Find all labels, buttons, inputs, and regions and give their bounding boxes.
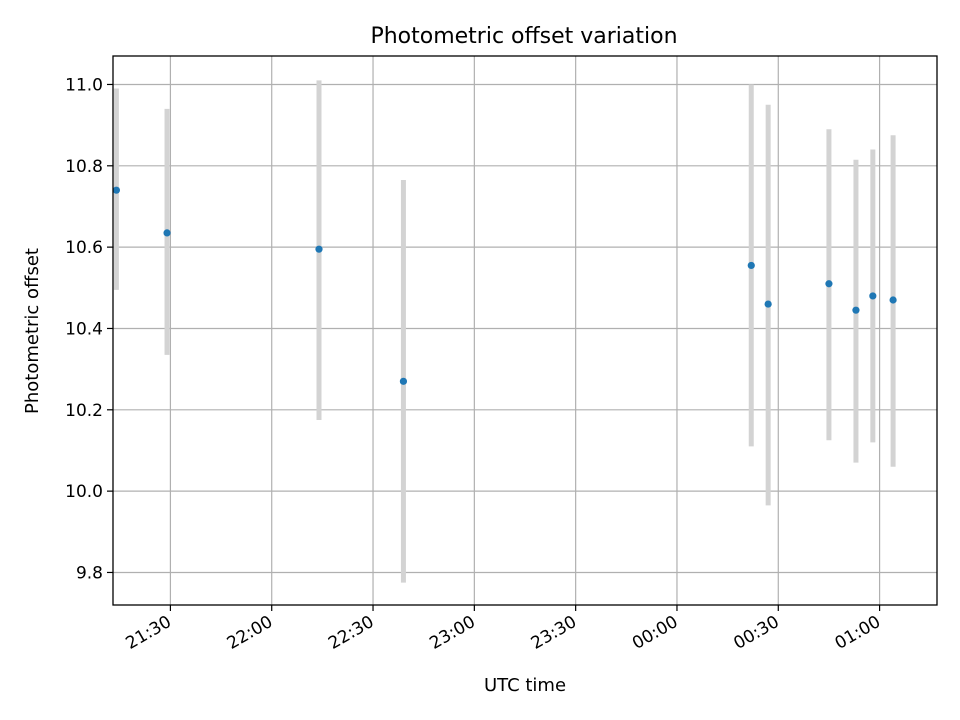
data-point-group	[112, 186, 897, 385]
y-tick-label: 10.2	[65, 401, 103, 421]
data-point	[747, 261, 755, 270]
grid	[113, 56, 937, 605]
data-point	[869, 292, 877, 300]
data-point	[825, 280, 833, 288]
y-tick-label: 10.0	[65, 482, 103, 502]
data-point	[852, 306, 860, 314]
y-tick-label: 10.8	[65, 157, 103, 177]
y-tick-label: 10.4	[65, 319, 103, 339]
x-axis-label: UTC time	[484, 675, 566, 696]
data-point	[764, 300, 772, 308]
data-point	[399, 377, 408, 385]
chart-title: Photometric offset variation	[370, 24, 677, 49]
data-point	[889, 296, 897, 304]
plot-frame	[112, 55, 938, 606]
y-tick-label: 11.0	[65, 75, 103, 95]
data-point	[315, 245, 323, 253]
y-tick-label: 9.8	[76, 563, 103, 583]
y-axis-label: Photometric offset	[22, 248, 43, 414]
data-point	[163, 229, 171, 237]
y-tick-label: 10.6	[65, 238, 103, 258]
data-point	[112, 186, 120, 194]
y-axis-ticks: 9.8 10.0 10.2 10.4 10.6 10.8 11.0	[65, 75, 113, 583]
